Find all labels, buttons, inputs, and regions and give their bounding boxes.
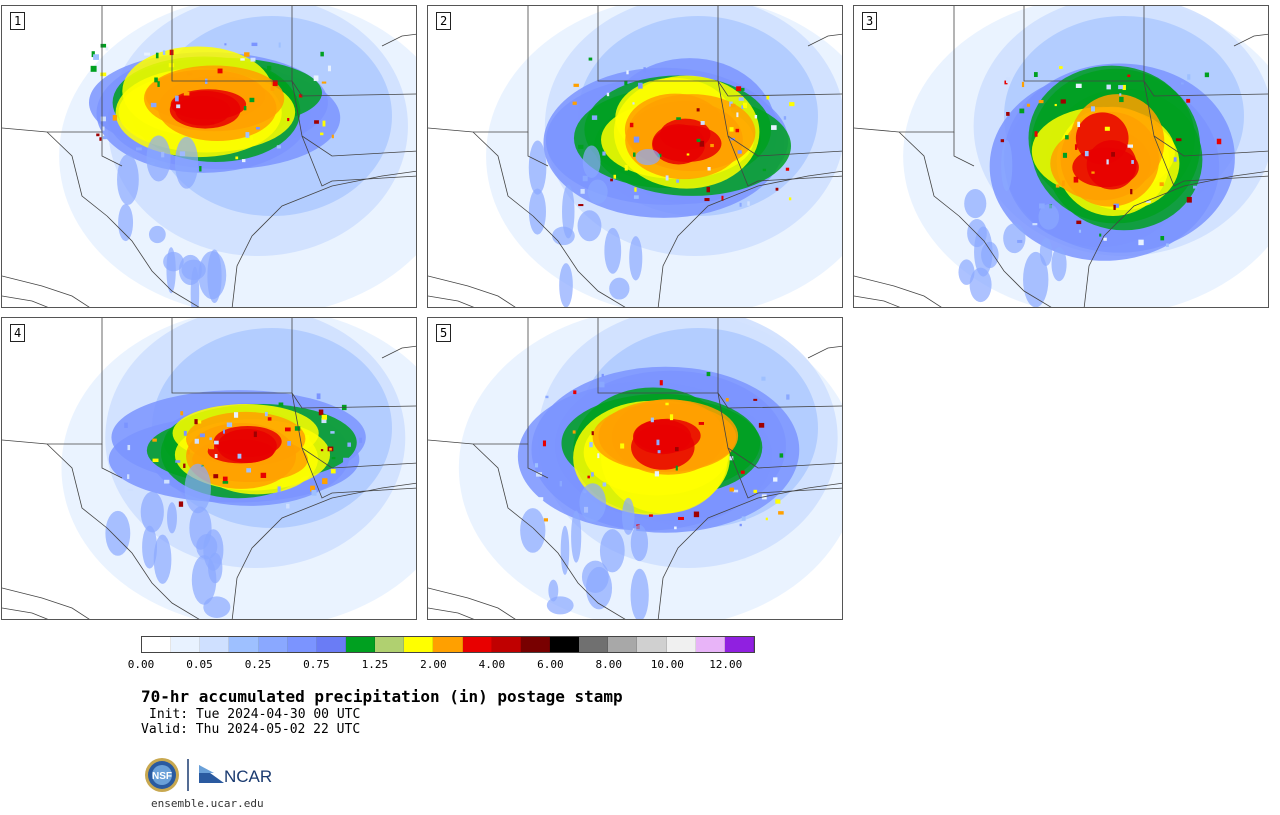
- colorbar-tick-label: 0.00: [127, 658, 155, 671]
- colorbar-swatch: [142, 637, 172, 652]
- postage-stamp-panel-1: 1: [1, 5, 417, 308]
- colorbar-tick-label: 0.25: [244, 658, 272, 671]
- colorbar-swatch: [200, 637, 230, 652]
- postage-stamp-panel-2: 2: [427, 5, 843, 308]
- colorbar-swatch: [579, 637, 609, 652]
- init-time: Init: Tue 2024-04-30 00 UTC: [149, 707, 361, 722]
- colorbar-swatch: [549, 637, 580, 652]
- svg-text:NCAR: NCAR: [224, 767, 272, 786]
- colorbar-swatch: [345, 637, 376, 652]
- colorbar-swatch: [171, 637, 201, 652]
- colorbar-tick-label: 1.25: [361, 658, 389, 671]
- colorbar-tick-label: 8.00: [595, 658, 623, 671]
- colorbar-swatch: [695, 637, 725, 652]
- panel-label-5: 5: [436, 324, 452, 342]
- colorbar-swatch: [462, 637, 492, 652]
- ncar-logo-icon: NCAR: [199, 765, 272, 786]
- colorbar-swatch: [666, 637, 696, 652]
- colorbar-swatch: [404, 637, 434, 652]
- colorbar-swatch: [637, 637, 667, 652]
- svg-text:NSF: NSF: [152, 771, 172, 782]
- colorbar-swatch: [375, 637, 405, 652]
- colorbar-swatch: [724, 637, 754, 652]
- precip-map: [428, 318, 842, 619]
- colorbar-tick-label: 0.75: [303, 658, 330, 671]
- colorbar-swatch: [258, 637, 288, 652]
- precip-map: [2, 318, 416, 619]
- panel-label-4: 4: [10, 324, 26, 342]
- colorbar-tick-labels: 0.00 0.05 0.25 0.75 1.25 2.00 4.00 6.00 8.00 10.0…: [0, 658, 800, 672]
- colorbar-swatch: [287, 637, 317, 652]
- panel-label-1: 1: [10, 12, 26, 30]
- postage-stamp-panel-5: 5: [427, 317, 843, 620]
- panel-label-3: 3: [862, 12, 878, 30]
- precip-map: [2, 6, 416, 307]
- colorbar-tick-label: 6.00: [537, 658, 564, 671]
- site-url: ensemble.ucar.edu: [151, 797, 264, 810]
- valid-time: Valid: Thu 2024-05-02 22 UTC: [141, 722, 361, 737]
- colorbar-tick-label: 0.05: [186, 658, 213, 671]
- plot-title: 70-hr accumulated precipitation (in) pos…: [141, 687, 623, 706]
- colorbar-swatch: [520, 637, 550, 652]
- colorbar-swatch: [608, 637, 638, 652]
- nsf-logo-icon: NSF: [145, 758, 179, 792]
- colorbar-tick-label: 2.00: [420, 658, 447, 671]
- precip-map: [428, 6, 842, 307]
- colorbar-swatch: [229, 637, 259, 652]
- colorbar-tick-label: 4.00: [478, 658, 506, 671]
- precipitation-colorbar: [141, 636, 755, 653]
- postage-stamp-panel-4: 4: [1, 317, 417, 620]
- panel-label-2: 2: [436, 12, 452, 30]
- colorbar-tick-label: 12.00: [709, 658, 743, 671]
- logos: NSF NCAR: [144, 757, 274, 793]
- postage-stamp-panel-3: 3: [853, 5, 1269, 308]
- colorbar-tick-label: 10.00: [650, 658, 684, 671]
- colorbar-swatch: [433, 637, 463, 652]
- precip-map: [854, 6, 1268, 307]
- colorbar-swatch: [316, 637, 346, 652]
- colorbar-swatch: [491, 637, 521, 652]
